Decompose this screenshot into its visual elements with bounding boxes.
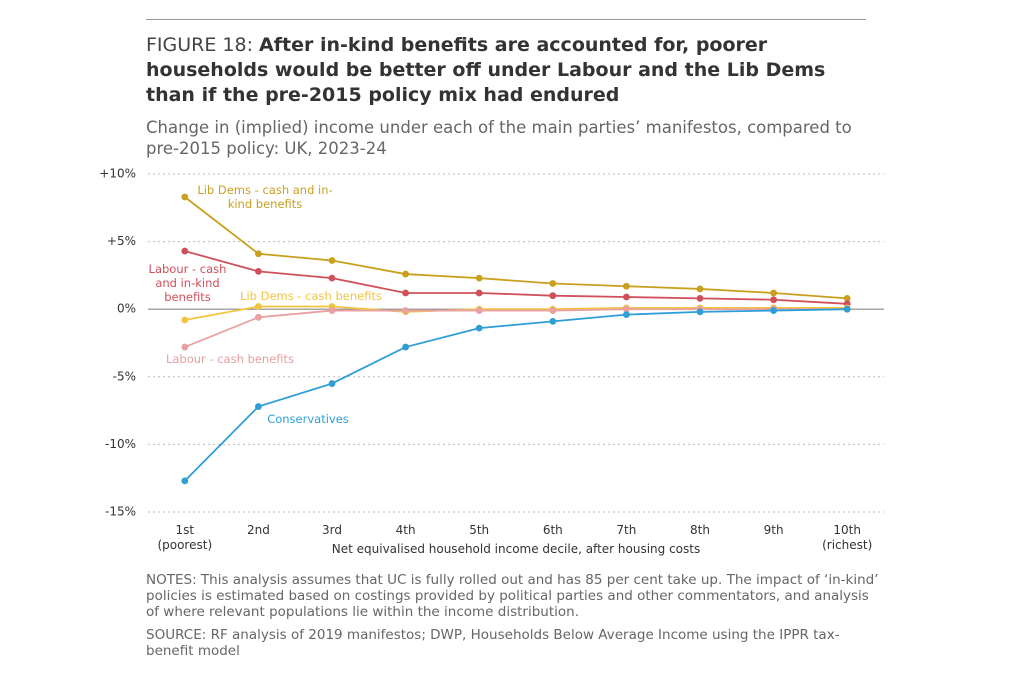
point: [549, 292, 557, 300]
series-line: [184, 308, 848, 482]
point: [770, 307, 777, 314]
point: [696, 308, 704, 316]
point: [402, 307, 409, 314]
point: [181, 316, 189, 324]
chart-title: FIGURE 18: After in-kind benefits are ac…: [146, 33, 876, 108]
point: [475, 274, 483, 282]
x-tick-label: 10th (richest): [822, 523, 873, 552]
y-tick-label: +10%: [99, 167, 136, 181]
x-tick-label: 5th: [469, 523, 490, 537]
x-tick-label: 1st (poorest): [157, 523, 213, 552]
title-text: After in-kind benefits are accounted for…: [146, 34, 826, 106]
point: [328, 307, 336, 314]
x-tick-label: 6th: [542, 523, 563, 537]
point: [181, 343, 189, 351]
point: [623, 305, 630, 313]
point: [623, 311, 630, 319]
point: [255, 250, 262, 258]
y-tick-label: +5%: [107, 234, 136, 248]
x-axis-label: Net equivalised household income decile,…: [331, 542, 701, 556]
series-line: [184, 196, 848, 300]
point: [328, 257, 336, 264]
point: [328, 274, 336, 282]
chart-subtitle: Change in (implied) income under each of…: [146, 118, 852, 158]
series-label: Labour - cash and in-kind benefits: [148, 262, 227, 304]
point: [181, 477, 189, 485]
series-label: Lib Dems - cash benefits: [240, 289, 382, 303]
point: [843, 305, 851, 313]
point: [181, 247, 189, 255]
y-tick-label: 0%: [117, 302, 136, 316]
series-label: Lib Dems - cash and in-kind benefits: [197, 183, 333, 211]
point: [475, 324, 483, 332]
series-line: [184, 308, 848, 348]
point: [402, 343, 409, 351]
notes: NOTES: This analysis assumes that UC is …: [146, 572, 879, 620]
title-prefix: FIGURE 18:: [146, 34, 253, 56]
series-line: [184, 305, 848, 321]
source: SOURCE: RF analysis of 2019 manifestos; …: [146, 627, 840, 659]
point: [475, 289, 483, 297]
point: [328, 380, 336, 387]
point: [770, 289, 777, 297]
point: [549, 307, 557, 314]
point: [770, 296, 777, 304]
y-tick-label: -5%: [113, 369, 136, 383]
x-tick-label: 9th: [763, 523, 784, 537]
point: [696, 294, 704, 302]
point: [623, 282, 630, 290]
y-tick-label: -10%: [105, 437, 136, 451]
series-label: Labour - cash benefits: [165, 352, 295, 366]
point: [181, 193, 189, 201]
series-label: Conservatives: [267, 412, 349, 426]
x-tick-label: 2nd: [246, 523, 270, 537]
x-tick-label: 4th: [395, 523, 416, 537]
top-rule: [146, 19, 866, 20]
point: [255, 303, 262, 310]
point: [255, 403, 262, 410]
x-tick-label: 8th: [690, 523, 710, 537]
point: [402, 289, 409, 297]
point: [475, 307, 483, 314]
point: [623, 293, 630, 301]
point: [255, 267, 262, 275]
point: [402, 270, 409, 278]
point: [843, 294, 851, 302]
point: [255, 313, 262, 321]
x-tick-label: 7th: [616, 523, 637, 537]
x-tick-label: 3rd: [322, 523, 342, 537]
point: [549, 317, 557, 325]
y-tick-label: -15%: [105, 505, 136, 519]
point: [549, 280, 557, 287]
point: [696, 285, 704, 293]
series-line: [184, 250, 848, 305]
